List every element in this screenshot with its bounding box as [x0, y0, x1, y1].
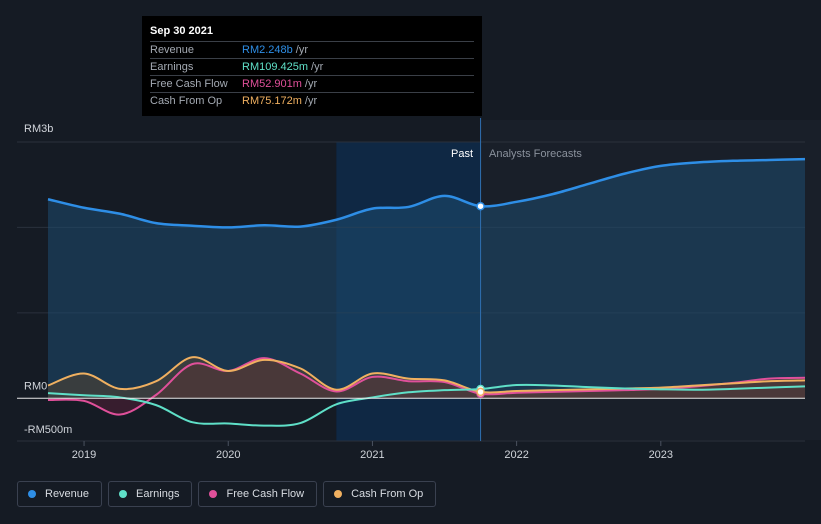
series-area-revenue [48, 159, 805, 399]
legend-label: Cash From Op [351, 488, 424, 500]
legend: Revenue Earnings Free Cash Flow Cash Fro… [17, 481, 437, 507]
legend-item-free-cash-flow[interactable]: Free Cash Flow [198, 481, 318, 507]
tooltip-row-fcf: Free Cash Flow RM52.901m /yr [150, 76, 474, 93]
legend-label: Earnings [136, 488, 180, 500]
legend-item-earnings[interactable]: Earnings [108, 481, 193, 507]
past-label: Past [451, 148, 473, 160]
series-layer [47, 157, 806, 427]
hover-marker-revenue [476, 201, 485, 211]
y-axis: RM3b RM0 -RM500m [24, 123, 72, 436]
x-tick-label: 2020 [216, 449, 240, 461]
tooltip-value: RM75.172m [242, 95, 302, 107]
series-area-cash-from-op [48, 357, 805, 399]
tooltip-label: Earnings [150, 61, 194, 73]
tooltip-row-earnings: Earnings RM109.425m /yr [150, 59, 474, 76]
legend-item-revenue[interactable]: Revenue [17, 481, 103, 507]
legend-label: Free Cash Flow [226, 488, 305, 500]
series-line-free-cash-flow [47, 357, 806, 416]
tooltip-value: RM2.248b [242, 44, 293, 56]
tooltip-unit: /yr [304, 78, 318, 90]
tooltip-row-cfo: Cash From Op RM75.172m /yr [150, 93, 474, 109]
legend-item-cash-from-op[interactable]: Cash From Op [323, 481, 437, 507]
tooltip-date: Sep 30 2021 [150, 24, 474, 42]
x-axis: 2019 2020 2021 2022 2023 [72, 441, 673, 461]
legend-dot-icon [334, 490, 343, 498]
legend-dot-icon [119, 490, 128, 498]
hover-marker-cash-from-op [476, 387, 485, 397]
y-tick-label: RM0 [24, 380, 47, 392]
series-line-cash-from-op [47, 356, 806, 394]
y-tick-label: RM3b [24, 123, 53, 135]
tooltip-label: Free Cash Flow [150, 78, 228, 90]
y-tick-label: -RM500m [24, 424, 72, 436]
tooltip-value: RM52.901m [242, 78, 302, 90]
x-tick-label: 2021 [360, 449, 384, 461]
tooltip-unit: /yr [295, 44, 308, 56]
x-tick-label: 2023 [649, 449, 673, 461]
x-tick-label: 2019 [72, 449, 96, 461]
series-line-revenue [47, 157, 806, 229]
tooltip-label: Cash From Op [150, 95, 223, 107]
legend-dot-icon [28, 490, 36, 498]
hover-markers [476, 201, 485, 399]
x-tick-label: 2022 [504, 449, 528, 461]
legend-label: Revenue [45, 488, 90, 500]
tooltip-label: Revenue [150, 44, 195, 56]
tooltip-unit: /yr [304, 95, 318, 107]
tooltip: Sep 30 2021 Revenue RM2.248b /yr Earning… [142, 16, 482, 116]
tooltip-value: RM109.425m [242, 61, 309, 73]
tooltip-unit: /yr [311, 61, 324, 73]
legend-dot-icon [209, 490, 218, 498]
series-line-earnings [47, 383, 806, 427]
tooltip-row-revenue: Revenue RM2.248b /yr [150, 42, 474, 59]
forecast-label: Analysts Forecasts [489, 148, 582, 160]
